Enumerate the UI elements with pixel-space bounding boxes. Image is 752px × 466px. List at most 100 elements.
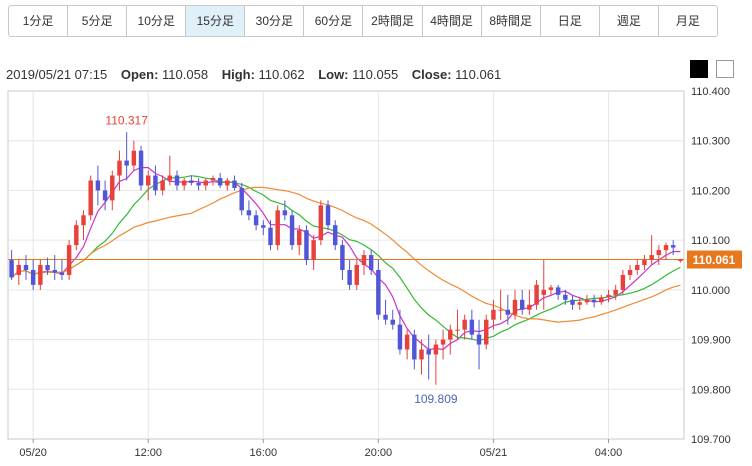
candle-body: [30, 269, 36, 285]
ohlc-info-bar: 2019/05/21 07:15 Open: 110.058 High: 110…: [6, 67, 501, 82]
candle-body: [110, 175, 115, 201]
candle-body: [146, 175, 151, 186]
candle-body: [548, 287, 554, 290]
candle-body: [203, 180, 208, 186]
candle-body: [527, 304, 532, 310]
candle-body: [354, 265, 360, 285]
timeframe-tab[interactable]: 60分足: [304, 6, 364, 36]
candle-body: [678, 259, 683, 262]
y-tick-label: 109.900: [691, 335, 731, 347]
candle-body: [519, 299, 525, 310]
y-tick-label: 110.000: [691, 285, 730, 297]
candle-body: [584, 299, 590, 303]
timeframe-tab[interactable]: 日足: [541, 6, 600, 36]
candle-body: [239, 187, 244, 211]
candle-body: [462, 319, 467, 330]
candle-body: [304, 230, 309, 261]
candle-body: [124, 160, 129, 166]
x-tick-label: 05/20: [19, 447, 47, 459]
candle-body: [88, 180, 93, 216]
moving-average-line: [11, 186, 681, 323]
close-label: Close:: [411, 67, 452, 82]
current-price-badge: [687, 250, 742, 269]
candle-body: [591, 299, 597, 303]
candle-body: [275, 210, 280, 246]
light-theme-button[interactable]: [716, 60, 734, 78]
x-tick-label: 16:00: [250, 447, 278, 459]
y-tick-label: 110.200: [691, 185, 730, 197]
candle-body: [361, 255, 367, 265]
timeframe-tab[interactable]: 8時間足: [482, 6, 541, 36]
candle-body: [9, 260, 14, 278]
candle-body: [340, 245, 345, 270]
x-tick-label: 20:00: [365, 447, 393, 459]
moving-average-line: [11, 167, 681, 351]
candle-body: [390, 319, 395, 325]
candle-body: [167, 175, 173, 181]
ohlc-datetime: 2019/05/21 07:15: [6, 67, 108, 82]
candle-body: [656, 250, 662, 256]
candle-body: [440, 339, 446, 345]
x-tick-label: 12:00: [134, 447, 162, 459]
open-value: 110.058: [162, 67, 209, 82]
candle-body: [174, 175, 180, 186]
candle-body: [404, 334, 410, 350]
timeframe-tab[interactable]: 4時間足: [423, 6, 482, 36]
candle-body: [663, 245, 669, 251]
y-tick-label: 110.100: [691, 235, 730, 247]
y-tick-label: 110.400: [691, 86, 730, 98]
candle-body: [505, 309, 511, 315]
candle-body: [325, 205, 331, 226]
candle-body: [599, 297, 604, 303]
timeframe-tabs: 1分足 5分足 10分足 15分足 30分足 60分足 2時間足 4時間足 8時間足 日足 週足 月足: [8, 5, 718, 37]
candle-body: [484, 319, 489, 345]
candle-body: [498, 309, 503, 311]
timeframe-tab[interactable]: 2時間足: [363, 6, 423, 36]
low-label: Low:: [318, 67, 349, 82]
candle-body: [534, 284, 539, 305]
timeframe-tab[interactable]: 週足: [600, 6, 659, 36]
candle-body: [649, 255, 654, 261]
candle-body: [642, 260, 647, 265]
timeframe-tab[interactable]: 15分足: [186, 6, 246, 36]
timeframe-tab[interactable]: 月足: [675, 14, 700, 28]
candle-body: [368, 255, 374, 270]
candle-body: [570, 299, 575, 305]
high-label: High:: [221, 67, 255, 82]
dark-theme-button[interactable]: [690, 60, 708, 78]
candle-body: [455, 329, 460, 331]
candle-body: [512, 299, 518, 315]
timeframe-tab[interactable]: 30分足: [245, 6, 305, 36]
candle-body: [131, 150, 137, 166]
moving-average-line: [11, 175, 681, 342]
candle-body: [23, 265, 29, 270]
candle-body: [383, 314, 388, 320]
candle-body: [38, 265, 43, 285]
candle-body: [59, 272, 65, 275]
candle-body: [66, 245, 72, 275]
candle-body: [95, 180, 101, 191]
candle-body: [613, 289, 618, 295]
candle-body: [627, 269, 633, 275]
candle-body: [16, 265, 22, 275]
x-tick-label: 05/21: [480, 447, 508, 459]
high-value: 110.062: [258, 67, 305, 82]
candle-body: [117, 160, 122, 176]
candle-body: [469, 319, 475, 335]
candle-body: [332, 225, 338, 246]
candle-body: [102, 190, 108, 201]
timeframe-tab[interactable]: 10分足: [127, 6, 187, 36]
candle-body: [541, 289, 546, 295]
timeframe-tab[interactable]: 5分足: [68, 6, 128, 36]
y-tick-label: 110.300: [691, 136, 730, 148]
plot-area: [7, 90, 685, 440]
low-annotation: 109.809: [414, 392, 458, 406]
candle-body: [196, 182, 201, 186]
timeframe-tab[interactable]: 1分足: [9, 6, 69, 36]
candle-body: [448, 329, 453, 340]
candle-body: [253, 215, 259, 226]
candle-body: [412, 334, 417, 360]
candle-body: [268, 227, 273, 246]
candle-body: [577, 302, 582, 305]
candle-body: [476, 334, 482, 345]
